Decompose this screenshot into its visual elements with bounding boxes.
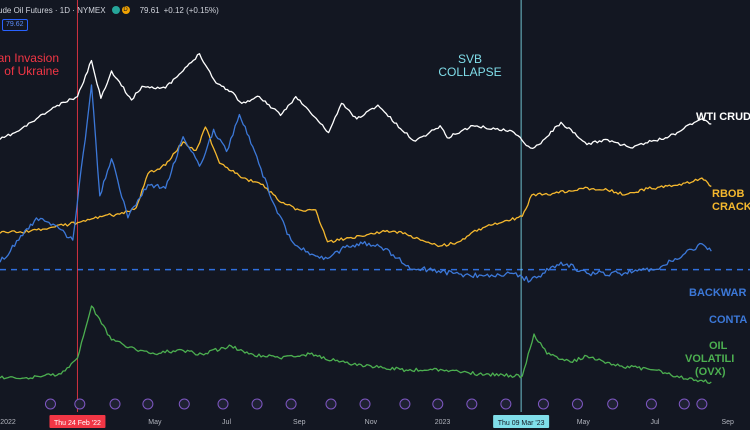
invasion-annotation: ian Invasion of Ukraine <box>0 51 59 78</box>
price-change: +0.12 (+0.15%) <box>163 5 219 15</box>
event-marker-icon <box>466 398 478 410</box>
event-marker-icon <box>537 398 549 410</box>
backwardation-label: BACKWAR <box>689 287 746 299</box>
wti-series-line <box>0 53 712 150</box>
x-tick-label: May <box>148 419 162 426</box>
price-box: 79.62 <box>2 19 28 31</box>
x-tick-label: Sep <box>293 419 306 426</box>
x-tick-label: Jul <box>222 419 231 426</box>
event-marker-icon <box>432 398 444 410</box>
x-tick-label: May <box>577 419 591 426</box>
event-marker-icon <box>142 398 154 410</box>
rbob-crack-series-line <box>0 126 712 248</box>
event-marker-icon <box>109 398 121 410</box>
svb-date-label: Thu 09 Mar '23 <box>498 420 545 427</box>
market-open-icon <box>111 6 120 14</box>
event-marker-icon <box>251 398 263 410</box>
x-tick-label: 2022 <box>0 419 16 426</box>
x-tick-label: Jul <box>650 419 659 426</box>
event-marker-icon <box>178 398 190 410</box>
ovx-series-line <box>0 305 712 385</box>
symbol-header: ude Oil Futures · 1D · NYMEX D 79.61 +0.… <box>0 3 219 17</box>
event-marker-icon <box>399 398 411 410</box>
last-price: 79.61 <box>139 5 160 15</box>
contango-label: CONTA <box>709 314 747 326</box>
event-marker-icon <box>500 398 512 410</box>
event-marker-icon <box>217 398 229 410</box>
delayed-badge: D <box>121 6 130 14</box>
symbol-title[interactable]: ude Oil Futures · 1D · NYMEX <box>0 5 106 15</box>
event-marker-icon <box>645 398 657 410</box>
x-tick-label: Sep <box>721 419 734 426</box>
event-marker-icon <box>607 398 619 410</box>
invasion-date-pill <box>49 415 106 428</box>
invasion-date-label: Thu 24 Feb '22 <box>54 420 101 427</box>
event-marker-icon <box>359 398 371 410</box>
event-marker-icon <box>325 398 337 410</box>
event-marker-icon <box>678 398 690 410</box>
x-tick-label: Nov <box>365 419 378 426</box>
ovx-label: OIL VOLATILI (OVX) <box>685 340 734 378</box>
wti-crude-label: WTI CRUD <box>696 111 750 123</box>
event-marker-icon <box>74 398 86 410</box>
event-marker-icon <box>696 398 708 410</box>
svb-annotation: SVB COLLAPSE <box>438 52 501 79</box>
event-marker-icon <box>285 398 297 410</box>
event-marker-icon <box>571 398 583 410</box>
backwardation-series-line <box>0 84 712 283</box>
x-tick-label: 2023 <box>435 419 451 426</box>
svb-date-pill <box>493 415 550 428</box>
event-marker-icon <box>44 398 56 410</box>
